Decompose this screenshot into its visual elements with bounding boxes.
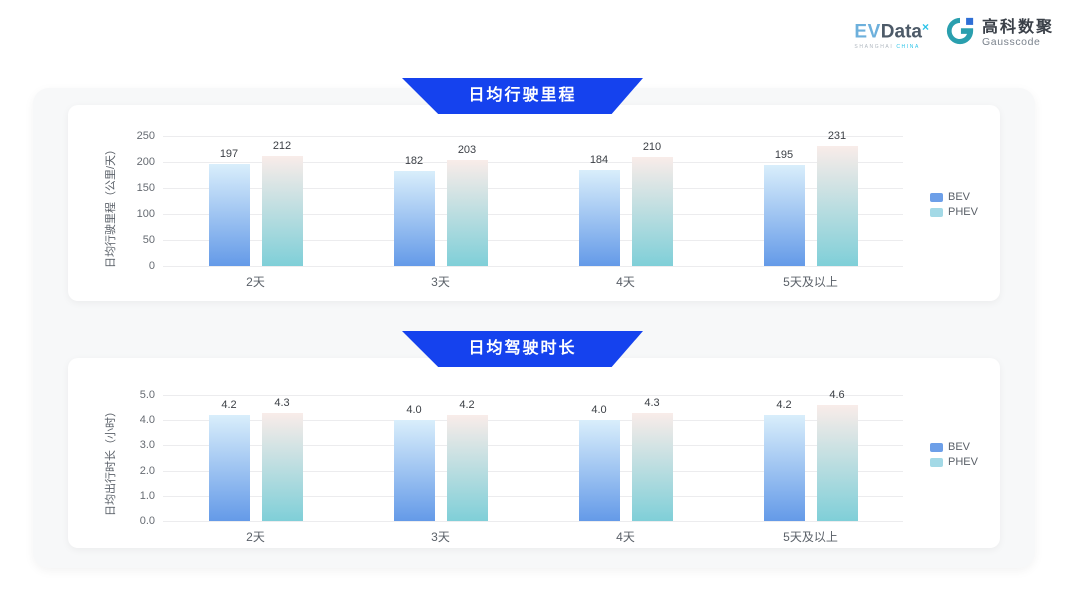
bar-value-label: 4.3 xyxy=(644,396,660,409)
x-axis-label: 4天 xyxy=(616,530,635,544)
x-axis-label: 3天 xyxy=(431,275,450,289)
bar-value-label: 4.0 xyxy=(591,404,607,417)
bar-phev-2 xyxy=(631,156,673,266)
x-axis-label: 4天 xyxy=(616,275,635,289)
header-logos: EVData× SHANGHAI CHINA 高科数聚 Gausscode xyxy=(854,16,1054,51)
evdata-logo-subtext: SHANGHAI CHINA xyxy=(854,44,920,51)
gausscode-cn: 高科数聚 xyxy=(981,19,1054,36)
legend-label: BEV xyxy=(948,441,971,453)
y-axis-tick-label: 1.0 xyxy=(139,489,155,502)
y-axis-tick-label: 200 xyxy=(136,156,155,168)
x-axis-label: 5天及以上 xyxy=(783,275,838,289)
gridline xyxy=(163,136,903,137)
bar-bev-2 xyxy=(578,420,620,521)
x-axis-label: 2天 xyxy=(246,530,265,544)
bar-bev-0 xyxy=(208,163,250,266)
gridline xyxy=(163,162,903,163)
x-axis-label: 5天及以上 xyxy=(783,530,838,544)
bar-value-label: 4.2 xyxy=(776,399,792,412)
legend-item-phev[interactable]: PHEV xyxy=(930,206,978,218)
bar-phev-2 xyxy=(631,412,673,521)
gausscode-g-icon xyxy=(945,16,975,51)
gridline xyxy=(163,214,903,215)
bar-bev-1 xyxy=(393,171,435,266)
y-axis-tick-label: 150 xyxy=(136,182,155,194)
y-axis-tick-label: 4.0 xyxy=(139,414,155,427)
legend-item-bev[interactable]: BEV xyxy=(930,441,978,453)
gridline xyxy=(163,188,903,189)
legend-swatch-bev xyxy=(930,442,943,452)
legend-label: PHEV xyxy=(948,456,978,468)
y-axis-tick-label: 0.0 xyxy=(139,515,155,527)
bar-bev-0 xyxy=(208,415,250,521)
bar-value-label: 210 xyxy=(642,140,662,153)
x-axis-label: 2天 xyxy=(246,275,265,289)
bar-bev-2 xyxy=(578,170,620,266)
gausscode-logo-text: 高科数聚 Gausscode xyxy=(982,19,1054,48)
y-axis-tick-label: 2.0 xyxy=(139,464,155,477)
gridline xyxy=(163,521,903,522)
y-axis-tick-label: 3.0 xyxy=(139,439,155,452)
bar-bev-3 xyxy=(763,415,805,521)
chart-title-banner-duration: 日均驾驶时长 xyxy=(402,331,643,367)
evdata-logo-text: EVData× xyxy=(854,17,929,43)
gridline xyxy=(163,470,903,472)
chart-card-mileage: 日均行驶里程（公里/天） BEV PHEV 0 50 100 150 200 250 2天 19… xyxy=(68,105,1000,301)
bar-value-label: 182 xyxy=(404,155,424,168)
bar-value-label: 197 xyxy=(219,147,239,160)
bar-value-label: 203 xyxy=(457,144,477,157)
legend-item-phev[interactable]: PHEV xyxy=(930,456,978,468)
bar-phev-1 xyxy=(446,415,488,521)
bar-value-label: 184 xyxy=(589,154,609,167)
bar-value-label: 4.3 xyxy=(274,396,290,409)
evdata-data: Data xyxy=(880,21,922,43)
bar-value-label: 4.6 xyxy=(829,389,845,402)
gridline xyxy=(163,395,903,396)
legend-swatch-bev xyxy=(930,192,943,202)
legend: BEV PHEV xyxy=(930,441,978,468)
gausscode-logo: 高科数聚 Gausscode xyxy=(945,16,1054,51)
y-axis-tick-label: 100 xyxy=(136,208,155,220)
bar-phev-0 xyxy=(261,412,303,521)
evdata-logo: EVData× SHANGHAI CHINA xyxy=(854,17,929,50)
gridline xyxy=(163,420,903,422)
evdata-ev: EV xyxy=(854,21,881,43)
bar-bev-3 xyxy=(763,164,805,266)
legend: BEV PHEV xyxy=(930,191,978,218)
evdata-x-mark: × xyxy=(921,19,929,34)
gausscode-en: Gausscode xyxy=(981,36,1041,48)
gridline xyxy=(163,266,903,267)
bar-value-label: 231 xyxy=(827,129,847,142)
bar-phev-3 xyxy=(816,145,858,266)
chart-title-banner-mileage: 日均行驶里程 xyxy=(402,78,643,114)
chart-card-duration: 日均出行时长（小时） BEV PHEV 0.0 1.0 2.0 3.0 4.0 5.0 2天 4… xyxy=(68,358,1000,548)
gridline xyxy=(163,445,903,447)
bar-value-label: 4.2 xyxy=(459,399,475,412)
bar-phev-1 xyxy=(446,160,488,266)
bar-value-label: 4.2 xyxy=(221,399,237,412)
legend-item-bev[interactable]: BEV xyxy=(930,191,978,203)
legend-swatch-phev xyxy=(930,207,943,217)
gridline xyxy=(163,240,903,241)
y-axis-tick-label: 5.0 xyxy=(139,389,155,401)
y-axis-tick-label: 250 xyxy=(136,130,155,142)
bar-value-label: 4.0 xyxy=(406,404,422,417)
gridline xyxy=(163,495,903,497)
bar-value-label: 195 xyxy=(774,148,794,161)
y-axis-tick-label: 0 xyxy=(148,260,155,272)
bar-phev-3 xyxy=(816,405,858,521)
legend-label: BEV xyxy=(948,191,971,203)
bar-phev-0 xyxy=(261,155,303,266)
legend-label: PHEV xyxy=(948,206,978,218)
bar-value-label: 212 xyxy=(272,139,292,152)
x-axis-label: 3天 xyxy=(431,530,450,544)
legend-swatch-phev xyxy=(930,457,943,467)
y-axis-tick-label: 50 xyxy=(142,234,155,246)
bar-bev-1 xyxy=(393,420,435,521)
